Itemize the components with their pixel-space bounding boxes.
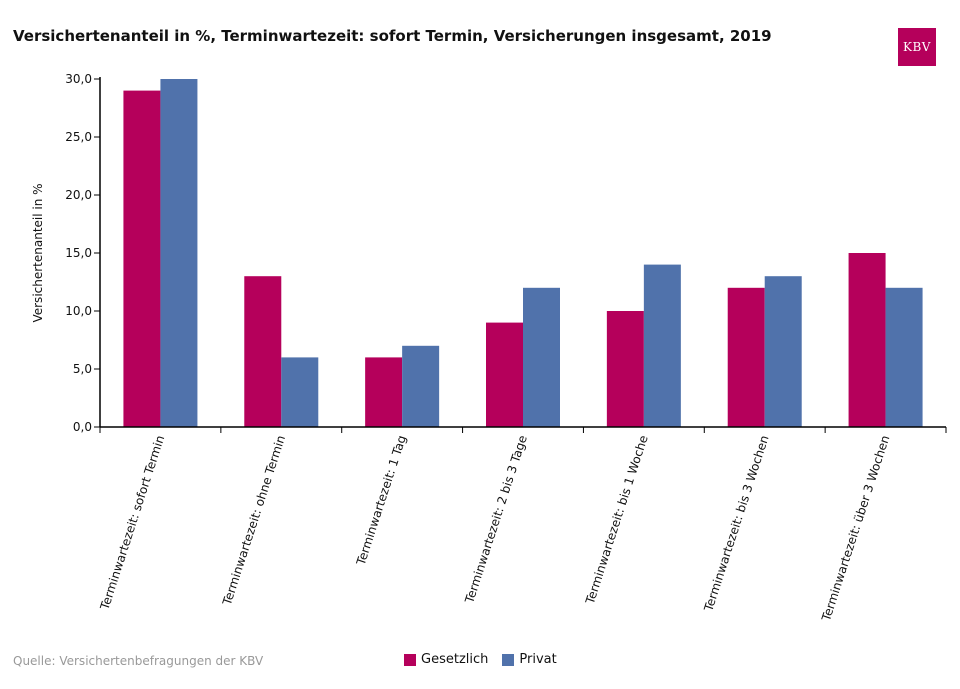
y-tick-label: 15,0 — [65, 246, 92, 260]
x-tick-label: Terminwartezeit: bis 3 Wochen — [701, 434, 771, 614]
bar-privat-1 — [281, 357, 319, 427]
x-tick-label: Terminwartezeit: ohne Termin — [220, 434, 288, 608]
y-tick-label: 0,0 — [73, 420, 92, 434]
bar-privat-5 — [764, 276, 802, 427]
y-tick-label: 10,0 — [65, 304, 92, 318]
bar-privat-6 — [885, 287, 923, 427]
x-tick-label: Terminwartezeit: bis 1 Woche — [583, 434, 651, 607]
y-tick-label: 5,0 — [73, 362, 92, 376]
legend-swatch-gesetzlich — [404, 653, 416, 666]
bar-privat-3 — [523, 287, 560, 427]
bar-gesetzlich-5 — [727, 287, 765, 427]
x-tick-label: Terminwartezeit: 2 bis 3 Tage — [462, 434, 530, 606]
y-tick-label: 30,0 — [65, 72, 92, 86]
legend: Gesetzlich Privat — [404, 652, 571, 667]
bar-gesetzlich-0 — [123, 90, 161, 427]
legend-label-privat: Privat — [519, 652, 557, 667]
legend-item-privat: Privat — [502, 652, 557, 667]
y-tick-label: 25,0 — [65, 130, 92, 144]
bar-gesetzlich-4 — [606, 311, 644, 427]
bar-gesetzlich-2 — [365, 357, 403, 427]
y-axis-title: Versichertenanteil in % — [31, 183, 45, 322]
bar-privat-4 — [643, 264, 681, 427]
bar-gesetzlich-3 — [486, 322, 523, 427]
bar-privat-0 — [160, 79, 198, 427]
chart-title: Versichertenanteil in %, Terminwartezeit… — [13, 27, 772, 45]
source-note: Quelle: Versichertenbefragungen der KBV — [13, 654, 264, 668]
legend-swatch-privat — [502, 653, 515, 666]
bar-gesetzlich-6 — [848, 253, 886, 427]
x-tick-label: Terminwartezeit: über 3 Wochen — [819, 434, 893, 624]
bar-gesetzlich-1 — [244, 276, 282, 427]
x-tick-label: Terminwartezeit: 1 Tag — [353, 434, 409, 568]
y-tick-label: 20,0 — [65, 188, 92, 202]
kbv-logo: KBV — [898, 28, 936, 66]
bar-privat-2 — [402, 345, 440, 427]
x-tick-label: Terminwartezeit: sofort Termin — [97, 434, 167, 613]
legend-item-gesetzlich: Gesetzlich — [404, 652, 488, 667]
legend-label-gesetzlich: Gesetzlich — [421, 652, 489, 667]
